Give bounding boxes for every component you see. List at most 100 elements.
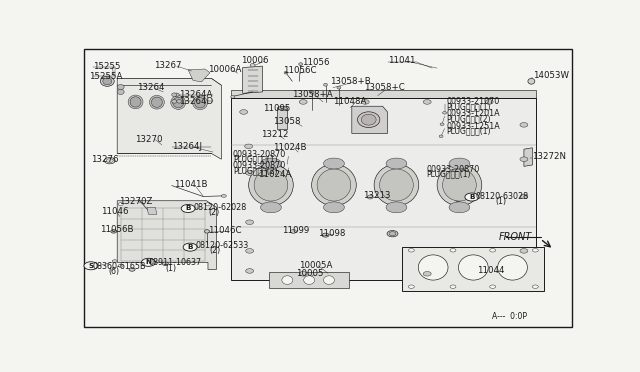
Ellipse shape bbox=[118, 203, 123, 206]
Polygon shape bbox=[524, 148, 532, 166]
Circle shape bbox=[181, 205, 195, 212]
Ellipse shape bbox=[440, 123, 444, 126]
Text: 08120-62028: 08120-62028 bbox=[193, 203, 246, 212]
Text: PLUGプラグ(2): PLUGプラグ(2) bbox=[233, 166, 277, 175]
Ellipse shape bbox=[195, 97, 205, 108]
Ellipse shape bbox=[485, 100, 493, 104]
Ellipse shape bbox=[240, 110, 248, 114]
Text: 13213: 13213 bbox=[363, 191, 390, 201]
Text: PLUGプラグ(1): PLUGプラグ(1) bbox=[446, 126, 490, 136]
Ellipse shape bbox=[193, 96, 207, 110]
Ellipse shape bbox=[389, 232, 396, 236]
Text: 13264: 13264 bbox=[137, 83, 164, 92]
Ellipse shape bbox=[250, 64, 255, 67]
Ellipse shape bbox=[419, 255, 448, 280]
Text: 11024B: 11024B bbox=[273, 143, 307, 152]
Ellipse shape bbox=[386, 202, 407, 213]
Ellipse shape bbox=[324, 158, 344, 169]
Ellipse shape bbox=[284, 71, 287, 74]
Text: PLUGプラグ(1): PLUGプラグ(1) bbox=[426, 170, 470, 179]
Ellipse shape bbox=[520, 248, 528, 253]
Ellipse shape bbox=[532, 248, 538, 252]
Ellipse shape bbox=[246, 171, 253, 175]
Ellipse shape bbox=[458, 255, 488, 280]
Ellipse shape bbox=[358, 112, 380, 128]
Polygon shape bbox=[188, 69, 210, 82]
Ellipse shape bbox=[387, 231, 398, 237]
Polygon shape bbox=[403, 247, 544, 291]
Polygon shape bbox=[269, 272, 349, 288]
Ellipse shape bbox=[103, 78, 112, 85]
Ellipse shape bbox=[322, 233, 329, 237]
Ellipse shape bbox=[291, 230, 296, 233]
Ellipse shape bbox=[439, 135, 443, 138]
Ellipse shape bbox=[128, 95, 143, 109]
Ellipse shape bbox=[172, 99, 177, 103]
Text: S: S bbox=[88, 263, 93, 269]
Text: 13058+A: 13058+A bbox=[292, 90, 333, 99]
Ellipse shape bbox=[374, 164, 419, 206]
Ellipse shape bbox=[532, 285, 538, 288]
Ellipse shape bbox=[312, 164, 356, 206]
Circle shape bbox=[141, 258, 156, 266]
Text: 11048A: 11048A bbox=[333, 97, 366, 106]
Ellipse shape bbox=[367, 195, 373, 199]
Ellipse shape bbox=[361, 100, 369, 104]
Ellipse shape bbox=[490, 285, 495, 288]
Text: 13058+C: 13058+C bbox=[364, 83, 404, 92]
Text: 15255A: 15255A bbox=[89, 72, 122, 81]
Ellipse shape bbox=[450, 285, 456, 288]
Polygon shape bbox=[277, 108, 287, 129]
Ellipse shape bbox=[437, 164, 482, 206]
Ellipse shape bbox=[221, 195, 227, 197]
Ellipse shape bbox=[163, 262, 168, 266]
Ellipse shape bbox=[408, 285, 414, 288]
Ellipse shape bbox=[455, 197, 461, 202]
Text: 11056: 11056 bbox=[301, 58, 329, 67]
Ellipse shape bbox=[117, 84, 124, 90]
Ellipse shape bbox=[172, 93, 177, 97]
Ellipse shape bbox=[310, 92, 314, 94]
Ellipse shape bbox=[449, 202, 470, 213]
Text: 13058: 13058 bbox=[273, 117, 301, 126]
Text: (1): (1) bbox=[165, 264, 177, 273]
Ellipse shape bbox=[111, 230, 116, 233]
Text: 10006A: 10006A bbox=[208, 65, 241, 74]
Ellipse shape bbox=[246, 248, 253, 253]
Polygon shape bbox=[243, 66, 262, 93]
Polygon shape bbox=[117, 201, 216, 269]
Text: 10005A: 10005A bbox=[300, 261, 333, 270]
Ellipse shape bbox=[244, 144, 253, 149]
Text: 11056B: 11056B bbox=[100, 225, 133, 234]
Ellipse shape bbox=[277, 106, 287, 110]
Ellipse shape bbox=[205, 230, 209, 233]
Ellipse shape bbox=[380, 169, 413, 201]
Circle shape bbox=[183, 243, 197, 251]
Text: B: B bbox=[469, 194, 475, 200]
Text: PLUGプラグ(1): PLUGプラグ(1) bbox=[233, 155, 277, 164]
Text: 13267: 13267 bbox=[154, 61, 182, 70]
Ellipse shape bbox=[498, 255, 527, 280]
Text: 10006: 10006 bbox=[241, 56, 269, 65]
Ellipse shape bbox=[520, 157, 528, 161]
Ellipse shape bbox=[443, 169, 476, 201]
Text: 13276: 13276 bbox=[91, 155, 118, 164]
Text: 13264A: 13264A bbox=[179, 90, 212, 99]
Polygon shape bbox=[117, 78, 221, 85]
Ellipse shape bbox=[450, 248, 456, 252]
Ellipse shape bbox=[100, 76, 114, 86]
Ellipse shape bbox=[299, 63, 303, 65]
Ellipse shape bbox=[324, 276, 335, 284]
Polygon shape bbox=[117, 78, 221, 159]
Circle shape bbox=[84, 262, 98, 270]
Ellipse shape bbox=[118, 264, 123, 267]
Text: 13058+B: 13058+B bbox=[330, 77, 371, 86]
Ellipse shape bbox=[260, 158, 282, 169]
Text: PLUGプラグ(2): PLUGプラグ(2) bbox=[446, 115, 490, 124]
Polygon shape bbox=[231, 99, 536, 279]
Ellipse shape bbox=[361, 114, 376, 125]
Text: PLUGプラグ(1): PLUGプラグ(1) bbox=[446, 103, 490, 112]
Ellipse shape bbox=[304, 276, 315, 284]
Text: 10005: 10005 bbox=[296, 269, 323, 278]
Text: 00933-20870: 00933-20870 bbox=[426, 165, 479, 174]
